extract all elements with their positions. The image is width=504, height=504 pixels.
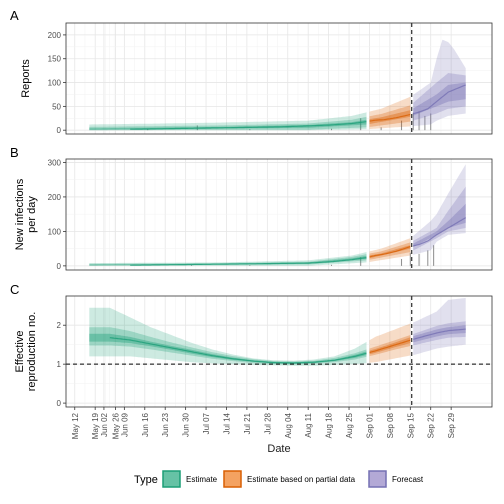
x-tick-label: Jul 07 bbox=[202, 412, 211, 434]
median-line-forecast bbox=[413, 84, 466, 115]
y-axis-label: New infections bbox=[14, 178, 26, 250]
median-line-partial bbox=[369, 339, 411, 354]
x-tick-label: Jun 02 bbox=[100, 412, 109, 437]
panel-tag: B bbox=[10, 145, 19, 160]
panel-background bbox=[66, 296, 492, 407]
band-middle-estimate bbox=[89, 327, 367, 365]
y-tick-label: 200 bbox=[48, 193, 62, 202]
panel-a: 0 50 100 150 200 A Reports bbox=[10, 8, 493, 135]
median-line-estimate bbox=[130, 121, 367, 130]
band-inner-partial bbox=[369, 110, 411, 124]
band-inner-forecast bbox=[413, 203, 466, 248]
legend-swatch bbox=[223, 470, 242, 488]
panel-frame bbox=[65, 158, 493, 271]
y-tick-label: 300 bbox=[48, 158, 62, 167]
y-tick-label: 2 bbox=[57, 321, 62, 330]
band-outer-forecast bbox=[413, 164, 466, 255]
y-tick-label: 200 bbox=[48, 31, 62, 40]
y-tick-label: 50 bbox=[52, 102, 61, 111]
legend-swatch bbox=[162, 470, 181, 488]
x-tick-label: Aug 04 bbox=[284, 412, 293, 438]
y-tick-label: 100 bbox=[48, 227, 62, 236]
y-tick-label: 1 bbox=[57, 360, 62, 369]
band-outer-partial bbox=[369, 96, 411, 129]
band-outer-partial bbox=[369, 238, 411, 262]
legend-label: Estimate bbox=[186, 475, 218, 484]
panel-background bbox=[66, 159, 492, 270]
x-tick-label: Jun 16 bbox=[141, 412, 150, 437]
band-middle-forecast bbox=[413, 186, 466, 251]
legend: Type Estimate Estimate based on partial da… bbox=[134, 470, 424, 488]
panel-frame bbox=[65, 295, 493, 408]
legend-title: Type bbox=[134, 474, 158, 486]
y-tick-label: 0 bbox=[57, 262, 62, 271]
panel-tag: C bbox=[10, 282, 19, 297]
band-inner-estimate bbox=[89, 119, 367, 130]
y-tick-label: 100 bbox=[48, 79, 62, 88]
y-axis-label: Reports bbox=[20, 59, 32, 98]
panels: 0 50 100 150 200 A Reports 0 100 200 300 B New infec… bbox=[10, 8, 493, 408]
x-tick-label: Jul 14 bbox=[222, 412, 231, 434]
x-tick-label: Aug 25 bbox=[345, 412, 354, 438]
x-tick-label: Jul 28 bbox=[263, 412, 272, 434]
median-line-estimate bbox=[109, 337, 367, 364]
band-middle-partial bbox=[369, 335, 411, 357]
x-tick-label: May 26 bbox=[112, 412, 121, 439]
y-axis-label: Effective bbox=[14, 331, 26, 373]
median-line-partial bbox=[369, 246, 411, 258]
x-tick-label: Sep 29 bbox=[447, 412, 456, 438]
median-line-partial bbox=[369, 113, 411, 122]
y-tick-label: 0 bbox=[57, 399, 62, 408]
x-tick-label: Sep 22 bbox=[427, 412, 436, 438]
band-middle-partial bbox=[369, 105, 411, 127]
panel-background bbox=[66, 23, 492, 134]
x-tick-label: Jul 21 bbox=[243, 412, 252, 434]
x-tick-label: Sep 01 bbox=[365, 412, 374, 438]
band-outer-partial bbox=[369, 323, 411, 363]
x-axis-label: Date bbox=[267, 443, 290, 455]
band-outer-forecast bbox=[413, 297, 466, 355]
x-tick-label: Aug 18 bbox=[325, 412, 334, 438]
x-tick-label: May 19 bbox=[91, 412, 100, 439]
legend-swatch bbox=[368, 470, 387, 488]
median-line-estimate bbox=[130, 257, 367, 266]
y-axis-label: per day bbox=[26, 196, 38, 233]
x-tick-label: Jun 23 bbox=[161, 412, 170, 437]
legend-label: Forecast bbox=[392, 475, 424, 484]
band-inner-forecast bbox=[413, 325, 466, 343]
panel-b: 0 100 200 300 B New infections per day bbox=[10, 145, 493, 271]
band-middle-forecast bbox=[413, 321, 466, 346]
median-line-forecast bbox=[413, 217, 467, 247]
x-tick-label: Jun 30 bbox=[182, 412, 191, 437]
x-tick-label: Sep 08 bbox=[386, 412, 395, 438]
band-outer-forecast bbox=[413, 39, 466, 127]
x-tick-label: Sep 15 bbox=[406, 412, 415, 438]
x-tick-label: May 12 bbox=[71, 412, 80, 439]
y-tick-label: 0 bbox=[57, 126, 62, 135]
x-tick-label: Aug 11 bbox=[304, 412, 313, 437]
y-axis-label: reproduction no. bbox=[26, 312, 38, 392]
band-middle-partial bbox=[369, 242, 411, 260]
median-line-forecast bbox=[413, 328, 466, 340]
panel-c: 0 1 2 C Effective reproduction no. bbox=[10, 282, 493, 408]
panel-tag: A bbox=[10, 8, 19, 23]
legend-label: Estimate based on partial data bbox=[247, 475, 356, 484]
panel-frame bbox=[65, 22, 493, 135]
y-tick-label: 150 bbox=[48, 55, 62, 64]
band-outer-estimate bbox=[89, 307, 367, 366]
x-tick-label: Jun 09 bbox=[120, 412, 129, 437]
band-outer-estimate bbox=[89, 252, 367, 266]
